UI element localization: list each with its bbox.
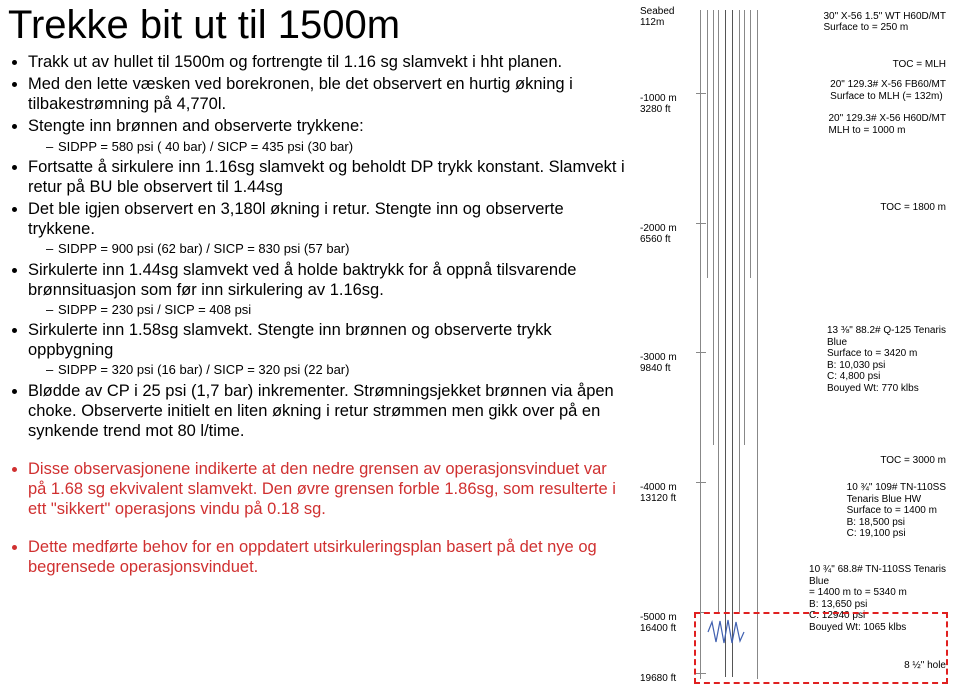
casing-annotation: 20" 129.3# X-56 FB60/MTSurface to MLH (=…: [830, 79, 946, 102]
bullet-item: Blødde av CP i 25 psi (1,7 bar) inkremen…: [28, 381, 628, 441]
depth-tick: [696, 352, 706, 353]
bullet-item: Stengte inn brønnen and observerte trykk…: [28, 116, 628, 136]
casing-annotation: 10 ¾" 109# TN-110SSTenaris Blue HWSurfac…: [847, 482, 946, 540]
depth-label: -5000 m16400 ft: [640, 612, 696, 634]
bullet-list: Trakk ut av hullet til 1500m og fortreng…: [8, 52, 628, 594]
bullet-item: Det ble igjen observert en 3,180l økning…: [28, 199, 628, 239]
drill-pipe: [725, 10, 733, 677]
depth-tick: [696, 482, 706, 483]
depth-label: -2000 m6560 ft: [640, 223, 696, 245]
text-column: Trekke bit ut til 1500m Trakk ut av hull…: [8, 4, 634, 687]
depth-label: -3000 m9840 ft: [640, 352, 696, 374]
bullet-item: Disse observasjonene indikerte at den ne…: [28, 459, 628, 519]
wellbore: [700, 10, 756, 679]
bullet-item: Fortsatte å sirkulere inn 1.16sg slamvek…: [28, 157, 628, 197]
well-diagram: Seabed112m -1000 m3280 ft -2000 m6560 ft -…: [634, 4, 952, 687]
sub-bullet: SIDPP = 320 psi (16 bar) / SICP = 320 ps…: [46, 362, 628, 378]
page: Trekke bit ut til 1500m Trakk ut av hull…: [0, 0, 960, 695]
seabed-label: Seabed112m: [640, 6, 674, 28]
casing-annotation: 30" X-56 1.5" WT H60D/MTSurface to = 250…: [823, 11, 946, 34]
casing-annotation: 13 ⅜" 88.2# Q-125 TenarisBlueSurface to …: [827, 325, 946, 394]
bullet-item: Trakk ut av hullet til 1500m og fortreng…: [28, 52, 628, 72]
bullet-item: Sirkulerte inn 1.44sg slamvekt ved å hol…: [28, 260, 628, 300]
depth-label: -4000 m13120 ft: [640, 482, 696, 504]
bullet-item: Med den lette væsken ved borekronen, ble…: [28, 74, 628, 114]
bullet-item: Dette medførte behov for en oppdatert ut…: [28, 537, 628, 577]
page-title: Trekke bit ut til 1500m: [8, 4, 628, 46]
casing-annotation: TOC = 1800 m: [880, 202, 946, 214]
bullet-item: Sirkulerte inn 1.58sg slamvekt. Stengte …: [28, 320, 628, 360]
depth-tick: [696, 223, 706, 224]
casing-annotation: 20" 129.3# X-56 H60D/MTMLH to = 1000 m: [829, 113, 947, 136]
depth-label: 19680 ft: [640, 673, 696, 684]
casing-annotation: TOC = MLH: [893, 59, 946, 71]
sub-bullet: SIDPP = 230 psi / SICP = 408 psi: [46, 302, 628, 318]
depth-label: -1000 m3280 ft: [640, 93, 696, 115]
sub-bullet: SIDPP = 900 psi (62 bar) / SICP = 830 ps…: [46, 241, 628, 257]
depth-tick: [696, 93, 706, 94]
influx-icon: [706, 619, 746, 645]
sub-bullet: SIDPP = 580 psi ( 40 bar) / SICP = 435 p…: [46, 139, 628, 155]
casing-annotation: TOC = 3000 m: [880, 455, 946, 467]
